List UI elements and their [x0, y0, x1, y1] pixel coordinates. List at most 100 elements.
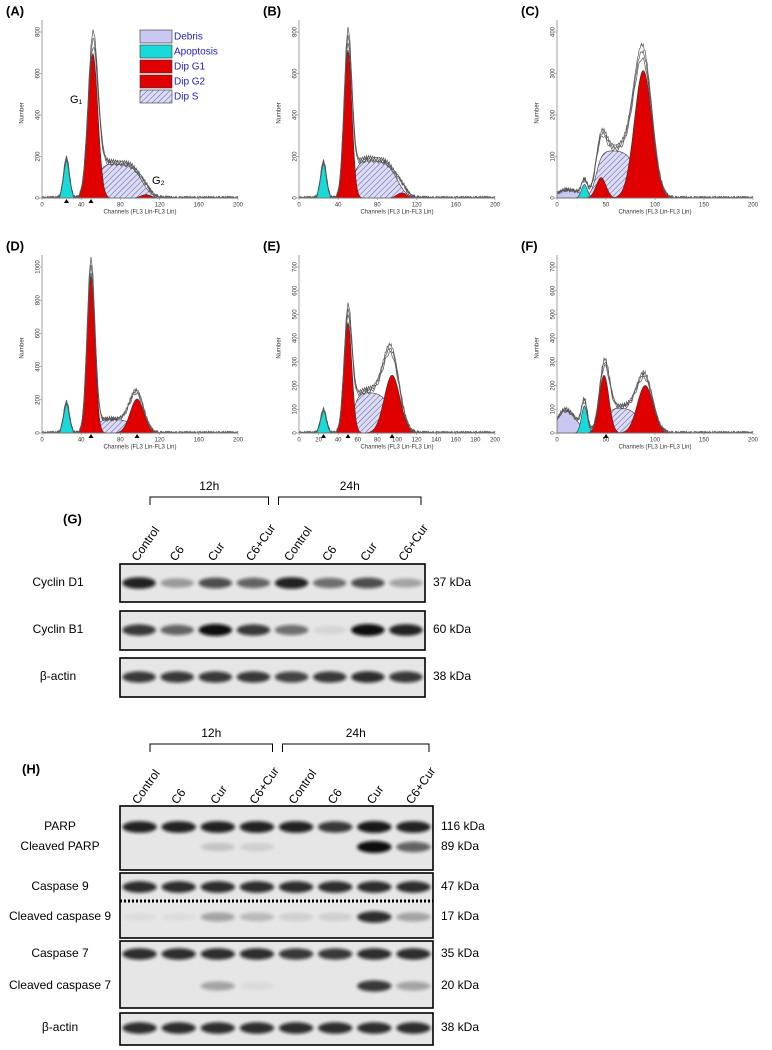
- y-tick-label: 800: [36, 26, 42, 37]
- panel-label: (G): [63, 511, 82, 526]
- total-curve: [556, 42, 754, 199]
- lane-label: Control: [286, 767, 320, 807]
- y-tick-label: 800: [36, 295, 42, 306]
- band: [239, 1022, 275, 1034]
- group-label: 24h: [340, 479, 360, 493]
- x-tick-label: 0: [40, 438, 44, 444]
- row-label: Cyclin B1: [33, 622, 84, 636]
- band: [236, 577, 271, 589]
- legend-label: Debris: [174, 32, 203, 43]
- band: [122, 624, 156, 636]
- lane-label: Control: [129, 767, 163, 807]
- y-tick-label: 200: [551, 109, 557, 120]
- y-tick-label: 1000: [36, 260, 42, 274]
- band: [396, 948, 431, 960]
- band: [317, 1022, 353, 1034]
- panel-label: (C): [521, 3, 539, 18]
- band: [122, 912, 157, 922]
- band: [357, 948, 392, 960]
- y-tick-label: 300: [293, 356, 299, 367]
- x-tick-label: 40: [78, 203, 85, 209]
- group-label: 12h: [201, 726, 221, 740]
- band: [317, 881, 353, 893]
- x-tick-label: 0: [555, 203, 559, 209]
- band: [357, 821, 392, 833]
- band: [312, 671, 347, 683]
- band: [278, 881, 314, 893]
- band: [122, 577, 156, 589]
- peak-marker: [603, 434, 609, 438]
- size-label: 38 kDa: [441, 1020, 479, 1034]
- x-axis-title: Channels (FL3 Lin-FL3 Lin): [103, 445, 176, 451]
- band: [278, 1022, 314, 1034]
- panel-label: (A): [6, 3, 24, 18]
- band: [122, 881, 157, 893]
- band: [161, 821, 196, 833]
- legend-label: Apoptosis: [174, 47, 218, 58]
- band: [239, 821, 275, 833]
- lane-label: C6: [319, 543, 339, 564]
- legend-label: Dip S: [174, 92, 199, 103]
- band: [122, 821, 157, 833]
- band: [396, 981, 431, 991]
- band: [160, 671, 194, 683]
- row-label: Caspase 9: [31, 879, 89, 893]
- panel-label: (H): [22, 761, 40, 776]
- blot-box: [119, 805, 434, 871]
- x-tick-label: 0: [297, 438, 301, 444]
- band: [274, 624, 309, 636]
- lane-label: C6: [325, 786, 345, 807]
- y-tick-label: 0: [36, 431, 42, 435]
- legend-label: Dip G2: [174, 77, 206, 88]
- band: [396, 1022, 431, 1034]
- peak-marker: [88, 199, 94, 203]
- band: [317, 912, 353, 922]
- band: [274, 671, 309, 683]
- x-tick-label: 120: [155, 438, 166, 444]
- panel-label: (B): [263, 3, 281, 18]
- legend-swatch: [139, 74, 173, 89]
- x-tick-label: 200: [233, 438, 244, 444]
- lane-label: C6: [168, 786, 188, 807]
- y-tick-label: 500: [551, 309, 557, 320]
- x-tick-label: 60: [354, 438, 361, 444]
- total-curve: [42, 256, 239, 434]
- panel-label: (D): [6, 238, 24, 253]
- group-bracket: [278, 496, 422, 505]
- band: [274, 577, 309, 589]
- y-tick-label: 700: [293, 261, 299, 272]
- x-tick-label: 0: [40, 203, 44, 209]
- total-curve: [299, 27, 496, 199]
- x-tick-label: 200: [490, 203, 501, 209]
- band: [351, 624, 385, 636]
- band: [200, 912, 236, 922]
- row-label: Cyclin D1: [32, 575, 84, 589]
- row-label: Cleaved caspase 7: [9, 978, 111, 992]
- x-axis-title: Channels (FL3 Lin-FL3 Lin): [103, 210, 176, 216]
- histogram-panel: (B) 0 200 400 600 800 0 40 80 120 160 200 Channels (…: [263, 3, 501, 215]
- y-tick-label: 600: [36, 328, 42, 339]
- peak-label: G₂: [152, 175, 165, 187]
- legend: Debris Apoptosis Dip G1 Dip G2 Dip S: [139, 29, 218, 104]
- lane-label: C6+Cur: [403, 764, 438, 806]
- group-bracket: [282, 743, 430, 752]
- band: [200, 881, 236, 893]
- y-tick-label: 0: [293, 196, 299, 200]
- band: [396, 912, 431, 922]
- band: [161, 948, 196, 960]
- band: [161, 1022, 196, 1034]
- band: [239, 842, 275, 852]
- lane-label: C6+Cur: [247, 764, 282, 806]
- x-tick-label: 140: [431, 438, 442, 444]
- band: [396, 841, 431, 853]
- x-tick-label: 100: [650, 438, 661, 444]
- total-curve: [556, 356, 754, 435]
- y-axis-title: Number: [535, 102, 541, 123]
- row-label: β-actin: [42, 1020, 78, 1034]
- band: [312, 625, 347, 635]
- y-tick-label: 200: [36, 151, 42, 162]
- peak-marker: [134, 434, 140, 438]
- legend-label: Dip G1: [174, 62, 206, 73]
- x-tick-label: 40: [335, 438, 342, 444]
